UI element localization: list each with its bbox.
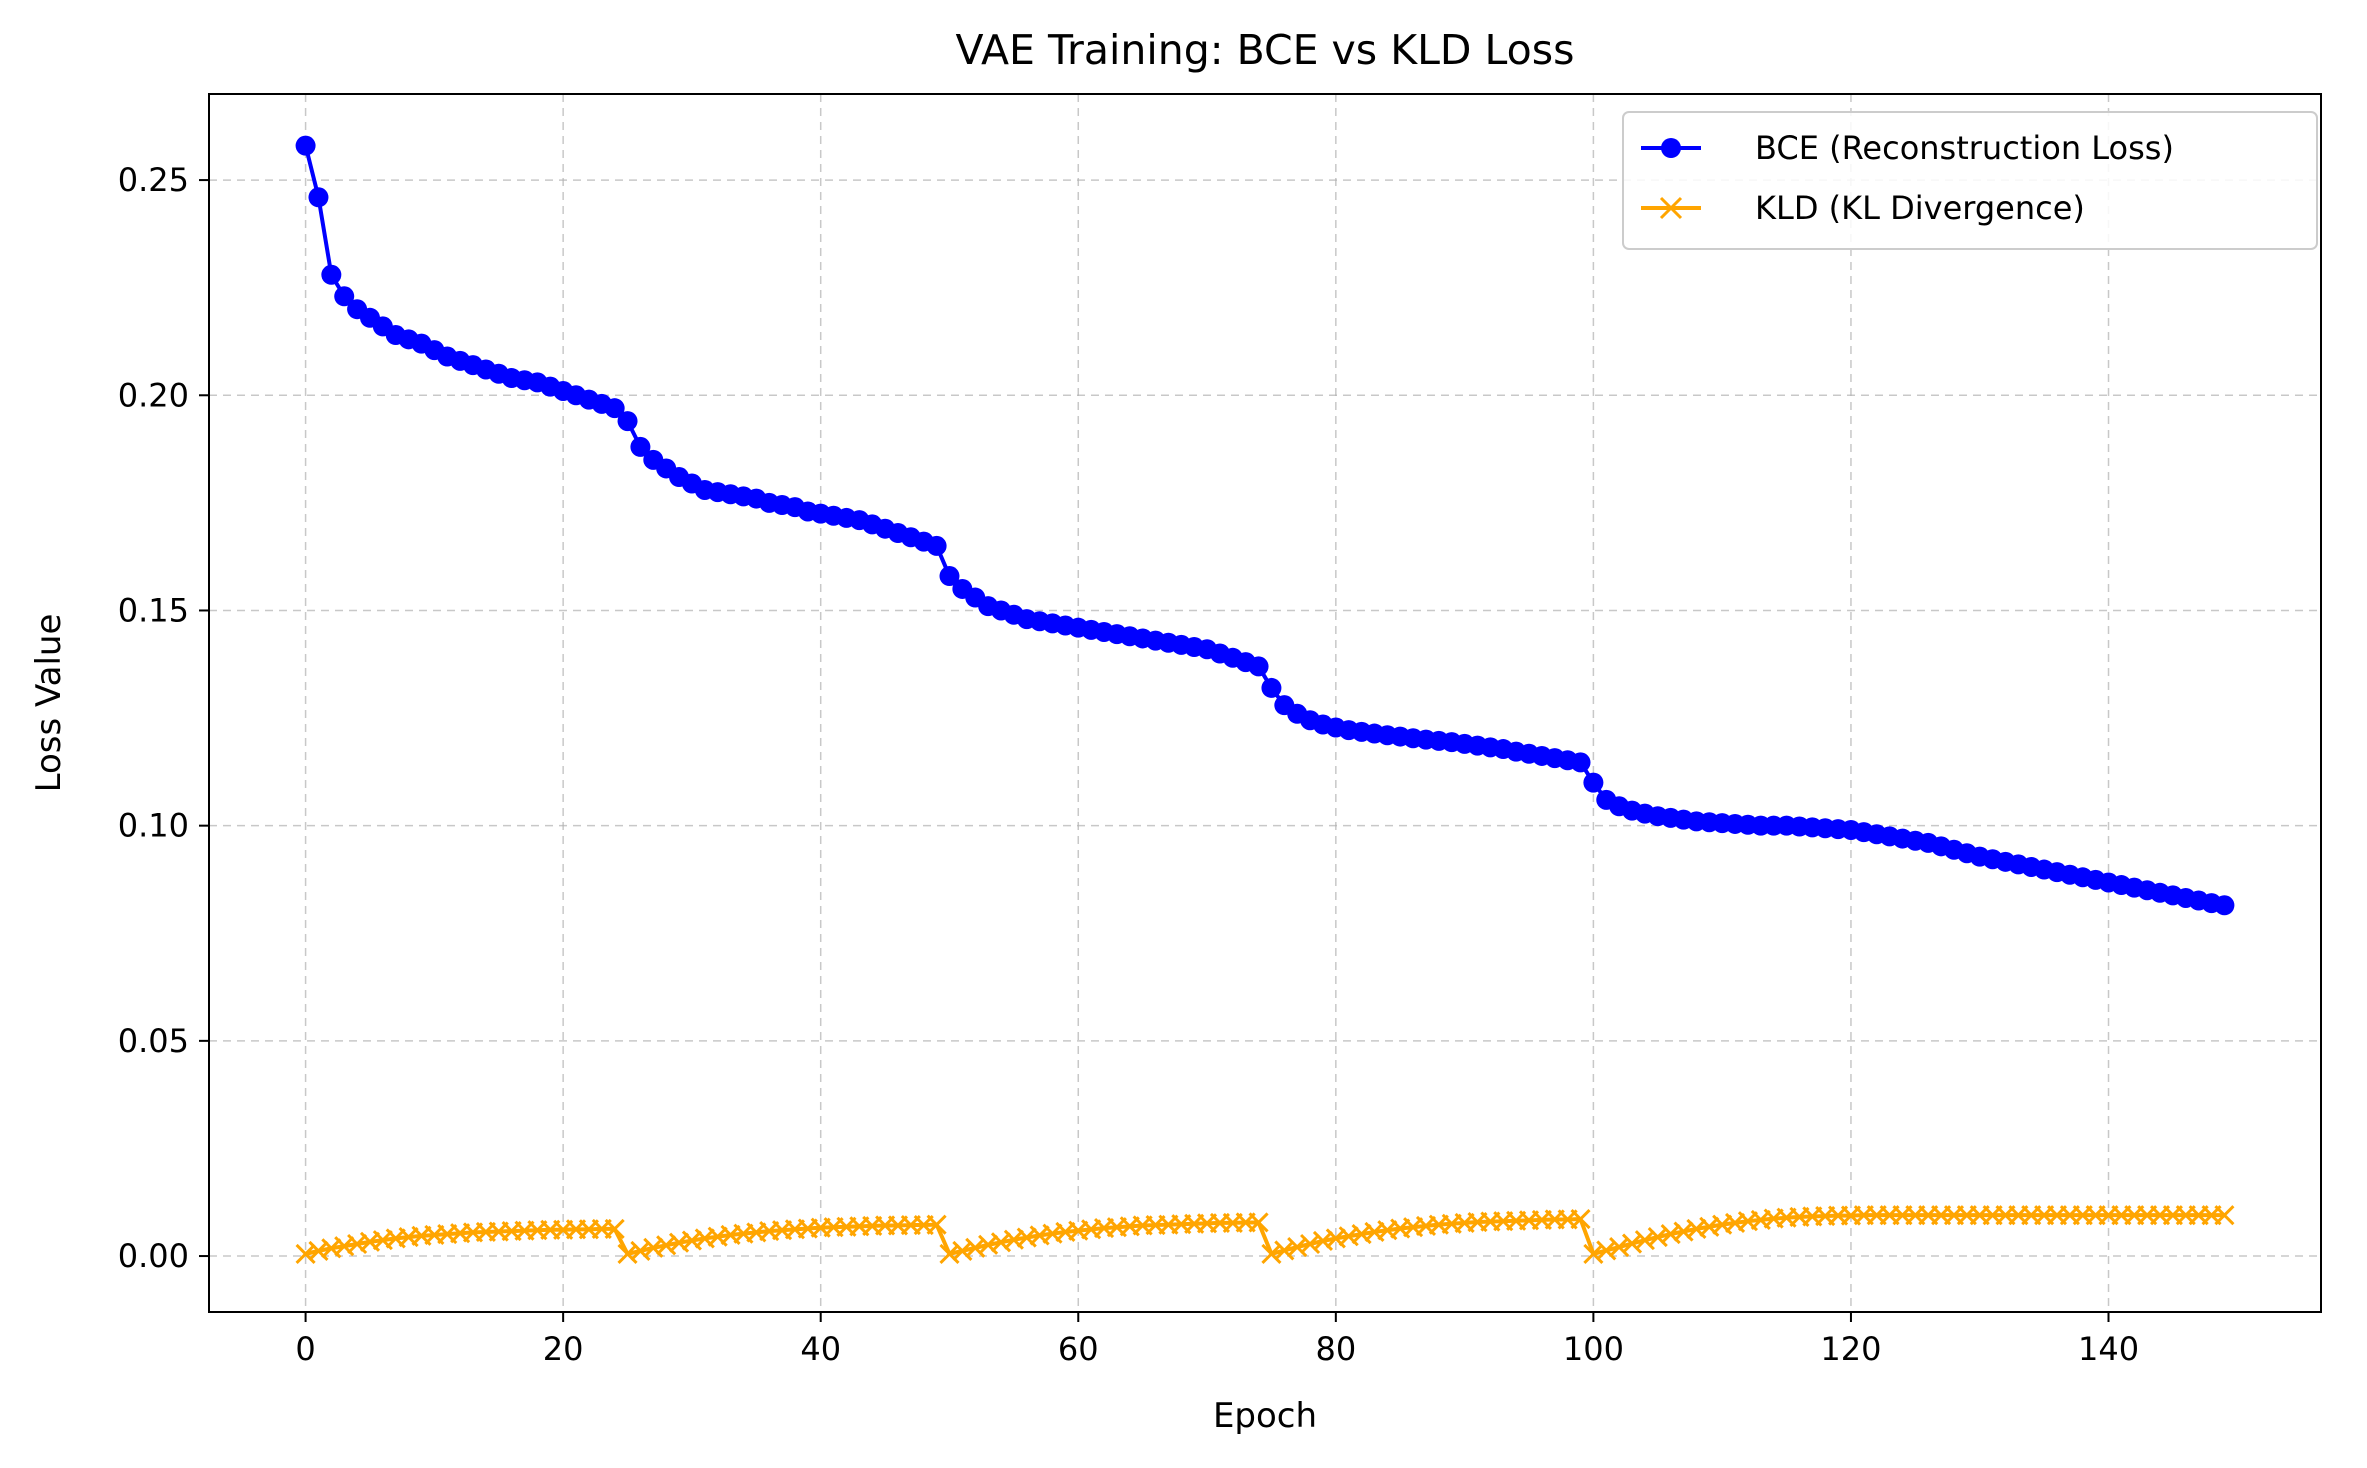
data-point [926,535,947,556]
series-bce [295,135,2235,916]
y-tick-label: 0.00 [118,1237,189,1275]
x-tick-label: 120 [1820,1330,1881,1368]
x-tick-label: 40 [800,1330,841,1368]
data-point [295,1243,316,1264]
legend-label: KLD (KL Divergence) [1755,189,2085,227]
data-point [1287,1236,1308,1258]
data-point [1248,1212,1269,1233]
data-point [2214,1205,2235,1226]
plot-series [295,135,2235,1264]
y-tick-label: 0.15 [118,591,189,629]
y-tick-label: 0.10 [118,807,189,845]
legend-entries: BCE (Reconstruction Loss) KLD (KL Diverge… [1641,129,2174,227]
data-point [965,1237,986,1258]
data-point [1583,1243,1604,1264]
data-point [630,436,651,457]
data-point [617,411,638,432]
data-point [617,1243,638,1264]
legend-label: BCE (Reconstruction Loss) [1755,129,2174,167]
data-point [1248,656,1269,677]
legend: BCE (Reconstruction Loss) KLD (KL Diverge… [1622,111,2318,250]
y-tick-label: 0.05 [118,1022,189,1060]
data-point [1570,1208,1591,1230]
x-tick-label: 60 [1058,1330,1099,1368]
series-kld [295,1205,2235,1264]
data-point [308,187,329,208]
data-point [939,566,960,587]
chart-title: VAE Training: BCE vs KLD Loss [956,26,1575,74]
x-tick-label: 100 [1563,1330,1624,1368]
x-axis-label: Epoch [1213,1396,1317,1436]
data-point [1274,1240,1295,1261]
y-axis-label: Loss Value [29,614,69,793]
data-point [1621,1233,1643,1254]
legend-marker [1661,138,1681,158]
data-point [926,1214,947,1235]
legend-box [1622,111,2318,250]
x-tick-label: 80 [1315,1330,1356,1368]
data-point [939,1243,960,1264]
data-point [604,398,625,419]
axis-ticks: 0 20 40 60 80 100 120 140 0.00 0.05 0.10 0.15 0.20 0.… [118,161,2139,1368]
x-tick-label: 20 [543,1330,584,1368]
x-tick-label: 0 [295,1330,315,1368]
data-point [1596,1240,1617,1261]
data-point [321,264,342,285]
legend-entry: KLD (KL Divergence) [1641,189,2085,227]
data-point [952,1240,973,1261]
data-point [334,286,355,307]
data-point [1570,752,1591,773]
legend-entry: BCE (Reconstruction Loss) [1641,129,2174,167]
data-point [1647,1227,1668,1248]
legend-marker [1659,196,1683,220]
y-tick-label: 0.25 [118,161,189,199]
x-tick-label: 140 [2078,1330,2139,1368]
y-tick-label: 0.20 [118,376,189,414]
data-point [1261,677,1282,698]
data-point [630,1240,651,1261]
data-point [1634,1230,1655,1251]
axes-frame [208,93,2322,1313]
data-point [1261,1243,1282,1264]
data-point [1583,772,1604,793]
data-point [1609,1236,1630,1258]
data-point [295,135,316,156]
data-point [604,1218,625,1239]
data-point [1300,1233,1321,1255]
data-point [2214,895,2235,916]
